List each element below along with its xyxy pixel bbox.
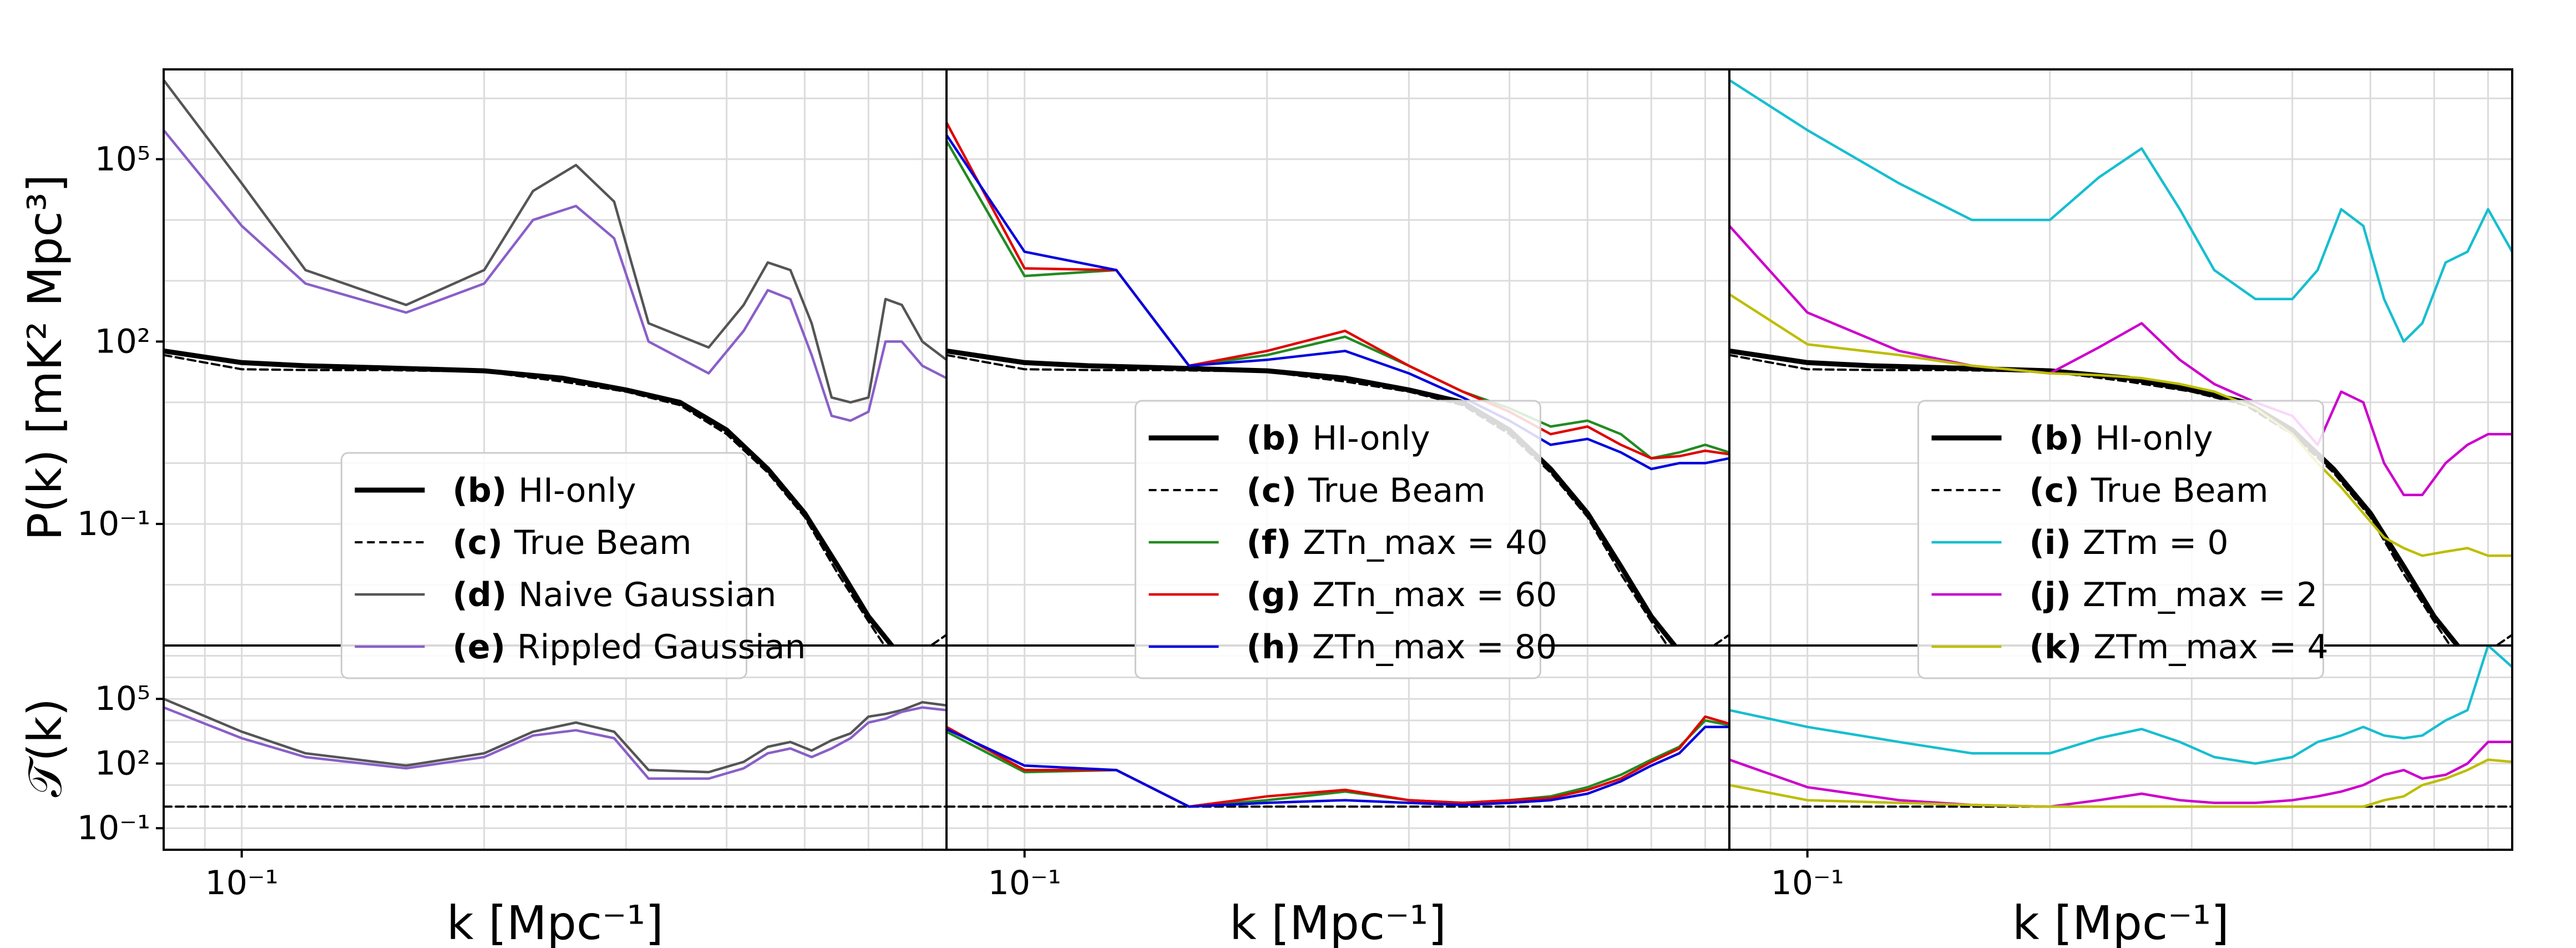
panel-middle-legend-text-b: HI-only [1312, 419, 1430, 458]
panel-left-legend [341, 452, 747, 679]
panel-middle-legend-tag-h: (h) [1247, 628, 1312, 667]
panel-left-legend-tag-c: (c) [453, 523, 514, 562]
panel-left-y-tick-label-top: 10⁵ [95, 140, 150, 179]
panel-middle-x-tick-label: 10⁻¹ [988, 864, 1061, 902]
panel-left-y-tick-label-bottom: 10² [95, 744, 150, 783]
panel-left-series-c [164, 354, 947, 646]
panel-right-series-c [1729, 354, 2512, 646]
panel-middle-ratio-series-h [947, 725, 1729, 808]
panel-right-ratio-series-i [1729, 646, 2512, 765]
panel-left-ratio-series-e [164, 706, 947, 780]
panel-middle-legend-text-g: ZTn_max = 60 [1312, 576, 1557, 614]
panel-left-x-tick-label: 10⁻¹ [205, 864, 279, 902]
panel-middle-legend-tag-f: (f) [1247, 523, 1303, 562]
panel-right-legend-text-j: ZTm_max = 2 [2083, 576, 2318, 614]
panel-right-legend-label-i: (i) ZTm = 0 [2030, 523, 2229, 562]
panel-left-ratio-series-d [164, 697, 947, 774]
panel-right-legend-label-j: (j) ZTm_max = 2 [2030, 576, 2318, 614]
panel-left-y-tick-label-bottom: 10⁵ [95, 679, 150, 718]
panel-right-legend-tag-i: (i) [2030, 523, 2083, 562]
panel-right-legend-tag-b: (b) [2030, 419, 2096, 458]
panel-left-x-axis-label: k [Mpc⁻¹] [447, 896, 664, 948]
panel-left-legend-text-e: Rippled Gaussian [517, 628, 806, 667]
panel-left-legend-tag-e: (e) [453, 628, 517, 667]
panel-left-legend-tag-d: (d) [453, 576, 519, 614]
panel-right-legend-text-k: ZTm_max = 4 [2093, 628, 2329, 667]
panel-middle-legend-text-c: True Beam [1308, 471, 1486, 510]
panel-left-series-d [164, 79, 947, 404]
panel-left-legend-label-d: (d) Naive Gaussian [453, 576, 777, 614]
panel-right-legend-text-b: HI-only [2095, 419, 2213, 458]
panel-left-legend-tag-b: (b) [453, 471, 519, 510]
panel-middle-legend-label-h: (h) ZTn_max = 80 [1247, 628, 1557, 667]
panel-right-legend-label-b: (b) HI-only [2030, 419, 2213, 458]
panel-left-legend-text-d: Naive Gaussian [518, 576, 776, 614]
panel-right-legend-text-c: True Beam [2091, 471, 2269, 510]
panel-left-y-tick-label-top: 10⁻¹ [77, 505, 150, 543]
panel-middle-legend-tag-b: (b) [1247, 419, 1313, 458]
panel-left-legend-text-c: True Beam [514, 523, 692, 562]
panel-middle-x-axis-label: k [Mpc⁻¹] [1229, 896, 1446, 948]
panel-left-y-tick-label-bottom: 10⁻¹ [77, 809, 150, 848]
panel-middle-legend-label-b: (b) HI-only [1247, 419, 1430, 458]
panel-right-legend-text-i: ZTm = 0 [2083, 523, 2229, 562]
panel-left-legend-label-b: (b) HI-only [453, 471, 636, 510]
panel-left-series-e [164, 129, 947, 422]
panel-right-legend-label-c: (c) True Beam [2030, 471, 2269, 510]
panel-middle-legend-tag-c: (c) [1247, 471, 1308, 510]
panel-middle-legend-label-g: (g) ZTn_max = 60 [1247, 576, 1557, 614]
panel-right-legend-tag-c: (c) [2030, 471, 2091, 510]
panel-middle-legend-label-f: (f) ZTn_max = 40 [1247, 523, 1548, 562]
panel-middle-legend-tag-g: (g) [1247, 576, 1313, 614]
panel-middle-legend [1135, 400, 1541, 679]
panel-middle-series-c [947, 354, 1729, 646]
panel-right-series-i [1729, 79, 2512, 343]
panel-middle-legend-text-h: ZTn_max = 80 [1312, 628, 1557, 667]
panel-right-x-tick-label: 10⁻¹ [1771, 864, 1844, 902]
panel-left-y-axis-label-bottom: 𝒯(k) [18, 698, 72, 798]
panel-right-legend-tag-j: (j) [2030, 576, 2083, 614]
panel-left-legend-text-b: HI-only [518, 471, 636, 510]
panel-right-legend-tag-k: (k) [2030, 628, 2094, 667]
panel-right-legend [1917, 400, 2324, 679]
panel-left-legend-label-e: (e) Rippled Gaussian [453, 628, 806, 667]
panel-right-x-axis-label: k [Mpc⁻¹] [2012, 896, 2229, 948]
panel-left-y-axis-label-top: P(k) [mK² Mpc³] [18, 174, 72, 541]
panel-middle-legend-label-c: (c) True Beam [1247, 471, 1486, 510]
panel-left-y-tick-label-top: 10² [95, 322, 150, 361]
panel-left-series-b [164, 348, 895, 646]
panel-left-legend-label-c: (c) True Beam [453, 523, 692, 562]
panel-middle-legend-text-f: ZTn_max = 40 [1303, 523, 1547, 562]
panel-right-legend-label-k: (k) ZTm_max = 4 [2030, 628, 2329, 667]
panel-right-ratio-series-k [1729, 758, 2512, 808]
